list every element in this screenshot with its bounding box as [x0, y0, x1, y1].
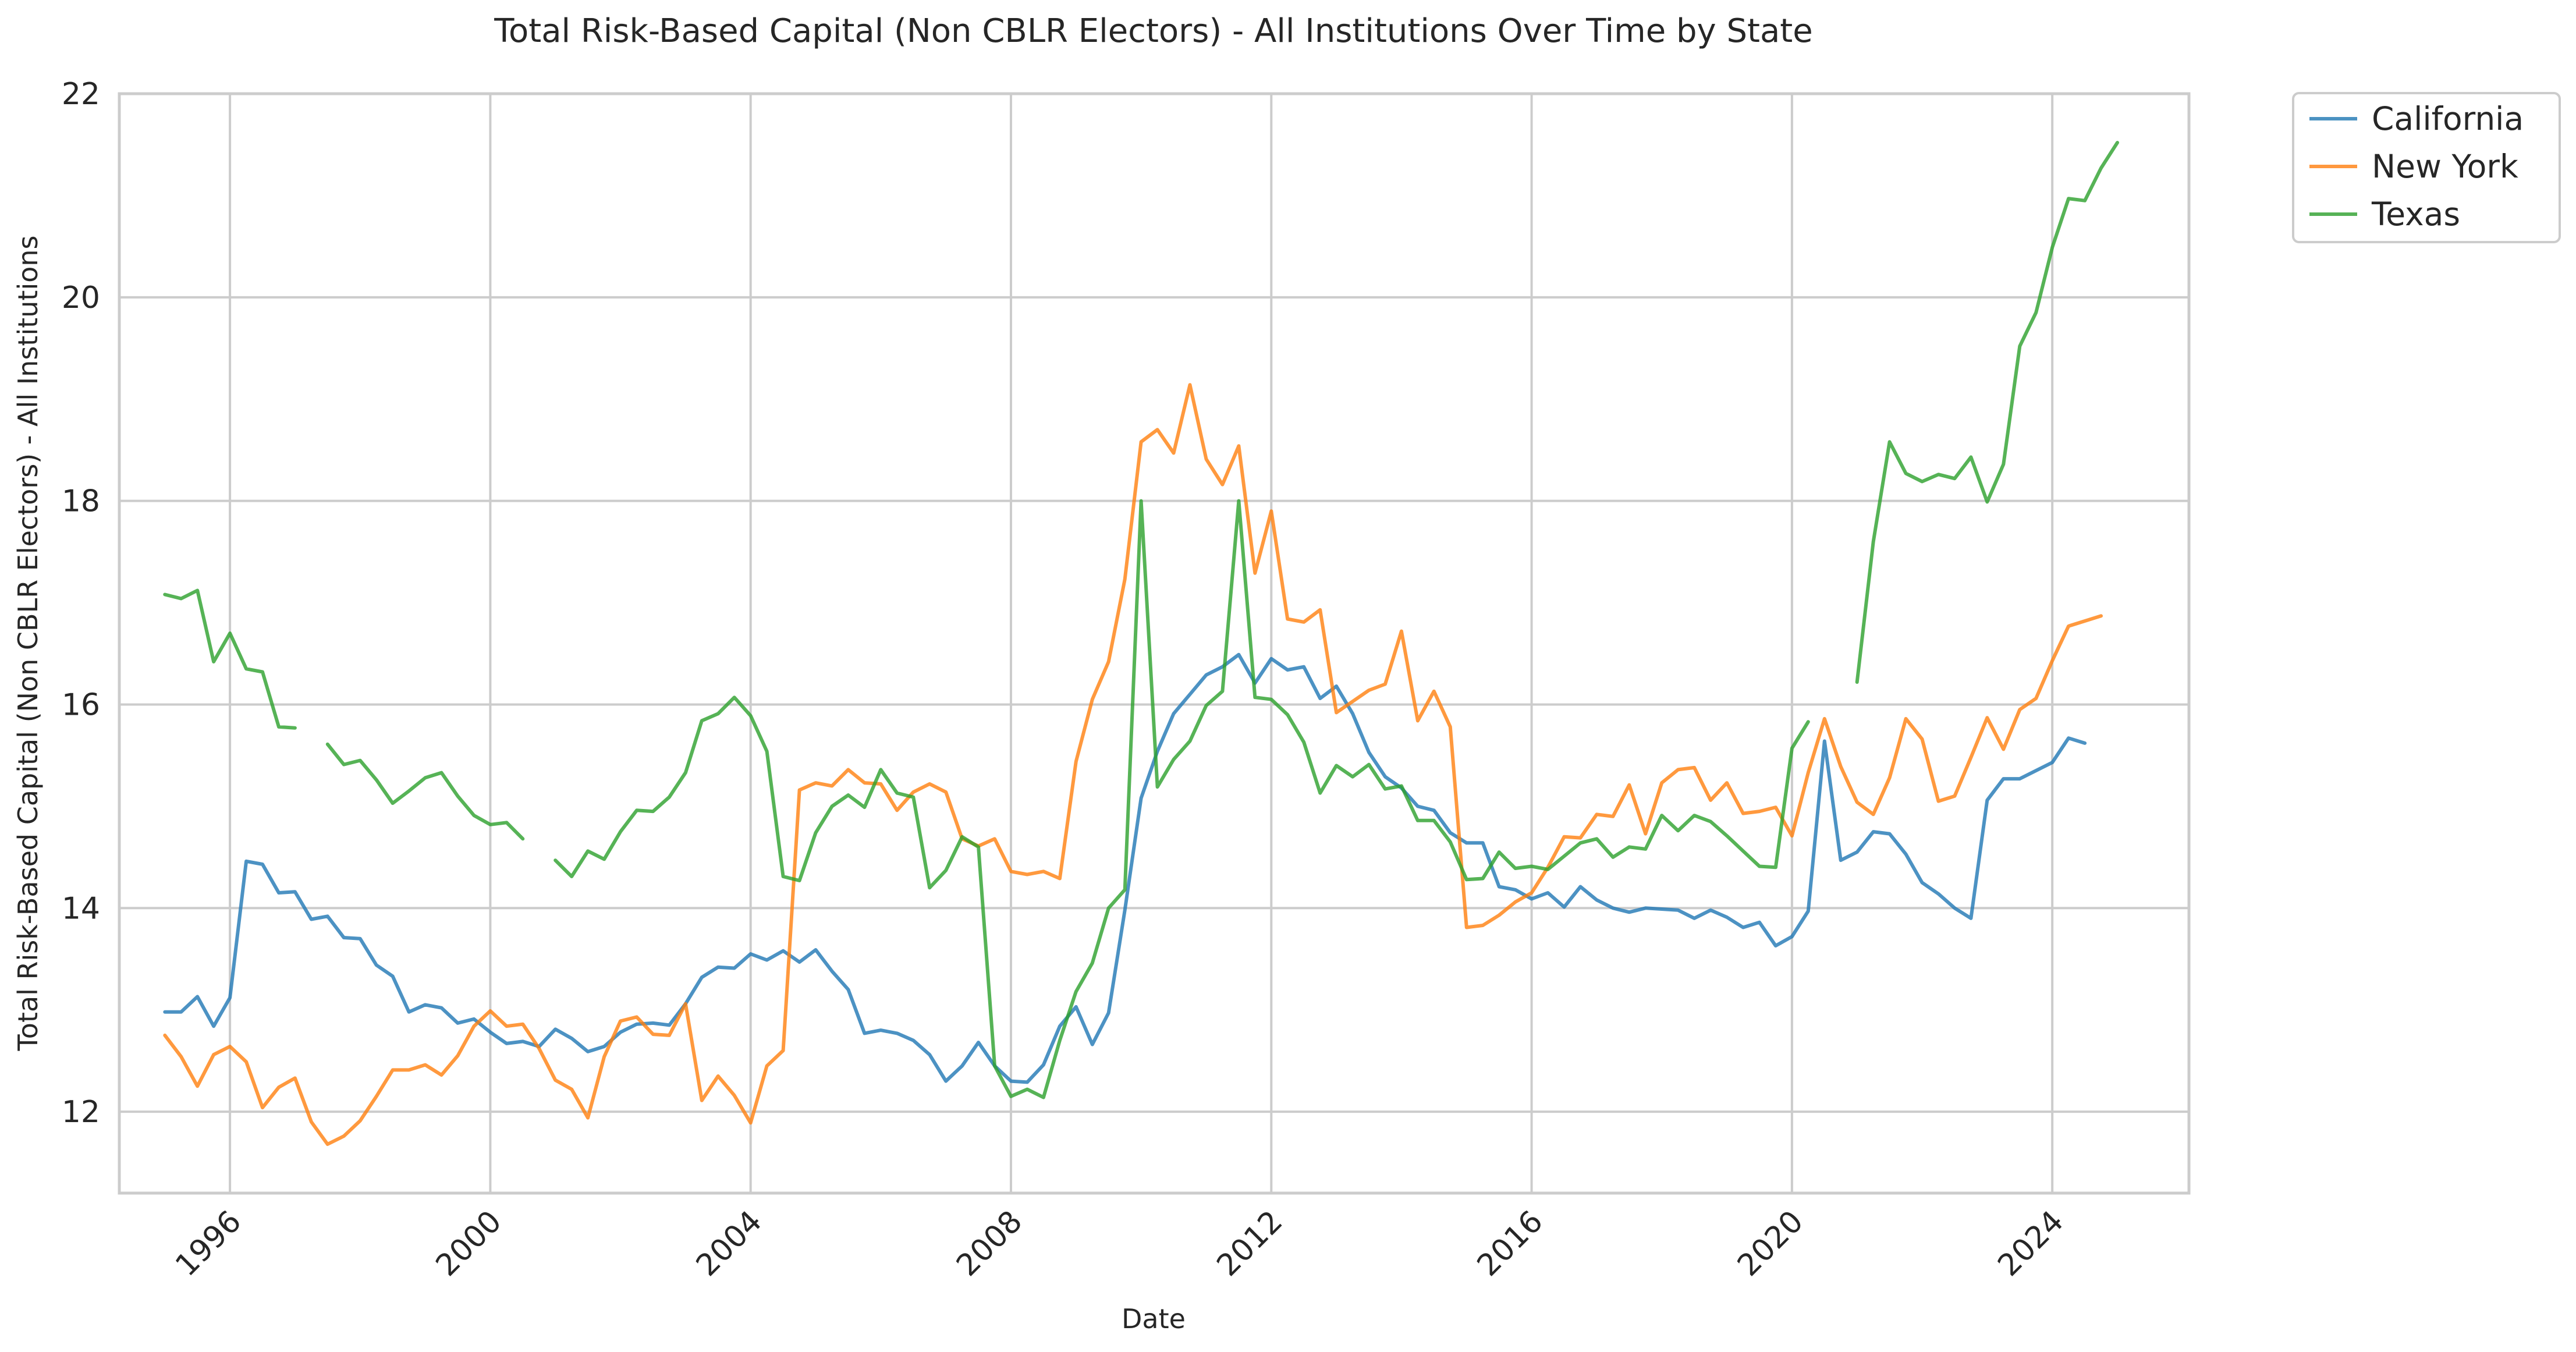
series-line-new-york: [163, 383, 2103, 1146]
legend: California New York Texas: [2292, 92, 2561, 243]
x-tick-label: 2012: [1210, 1204, 1289, 1283]
series-lines: [163, 141, 2119, 1146]
y-axis-label: Total Risk-Based Capital (Non CBLR Elect…: [12, 236, 44, 1052]
y-tick-label: 16: [62, 687, 100, 722]
series-line-texas: [163, 141, 2119, 1099]
x-tick-label: 2024: [1991, 1204, 2070, 1283]
y-tick-label: 22: [62, 77, 100, 112]
legend-label-california: California: [2372, 100, 2524, 137]
legend-box: [2292, 92, 2561, 243]
series-line-california: [163, 652, 2087, 1084]
x-tick-label: 2008: [950, 1204, 1029, 1283]
tick-labels: 1996 2000 2004 2008 2012 2016 2020 2024 12 14 16 18…: [62, 77, 2071, 1283]
y-tick-label: 20: [62, 281, 100, 315]
x-tick-label: 2020: [1731, 1204, 1810, 1283]
chart-title: Total Risk-Based Capital (Non CBLR Elect…: [494, 12, 1812, 50]
y-tick-label: 14: [62, 891, 100, 926]
y-tick-label: 12: [62, 1095, 100, 1130]
legend-label-new-york: New York: [2372, 148, 2518, 185]
y-tick-label: 18: [62, 484, 100, 519]
x-tick-label: 2000: [430, 1204, 509, 1283]
x-tick-label: 2016: [1471, 1204, 1550, 1283]
x-tick-label: 1996: [169, 1204, 248, 1283]
legend-label-texas: Texas: [2371, 196, 2460, 233]
grid-lines: [119, 93, 2189, 1193]
x-tick-label: 2004: [690, 1204, 769, 1283]
x-axis-label: Date: [1122, 1303, 1186, 1335]
plot-area-frame: [118, 92, 2191, 1195]
